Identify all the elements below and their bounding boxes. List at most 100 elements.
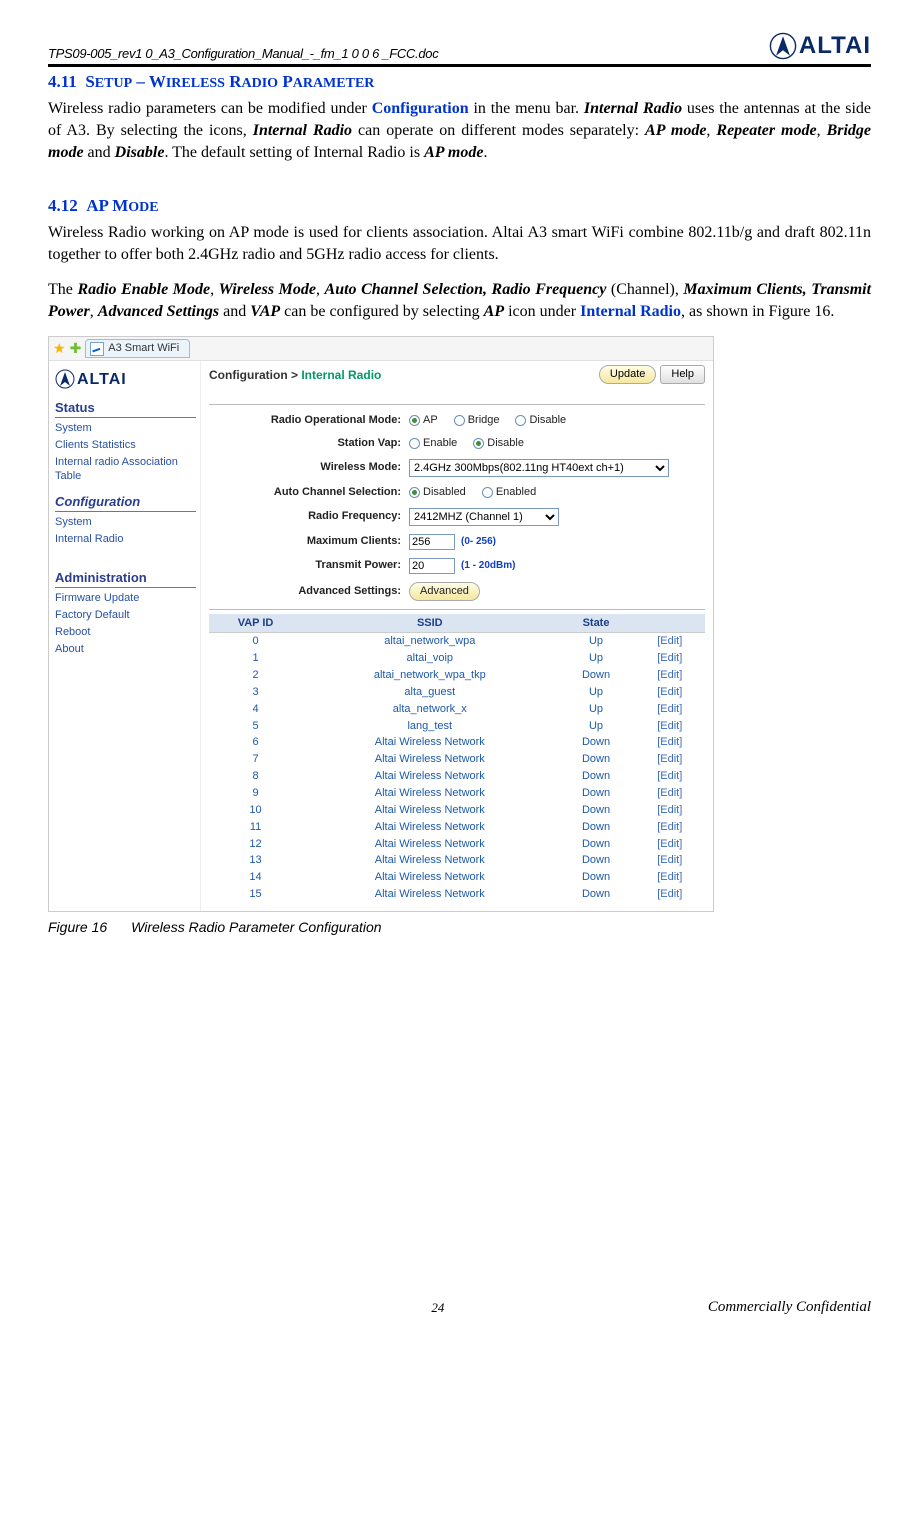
sidebar-item[interactable]: Clients Statistics (55, 437, 196, 454)
breadcrumb: Configuration > Internal Radio (209, 367, 381, 383)
edit-link[interactable]: [Edit] (657, 821, 682, 833)
vap-col-header: State (558, 614, 635, 633)
sidebar-item[interactable]: About (55, 641, 196, 658)
radio-option[interactable] (409, 438, 420, 449)
radio-label: Disabled (423, 485, 466, 500)
table-cell: 2 (209, 667, 302, 684)
table-cell: Up (558, 650, 635, 667)
vap-table: VAP IDSSIDState 0altai_network_wpaUp[Edi… (209, 614, 705, 903)
figure-content: Configuration > Internal Radio Update He… (201, 361, 713, 911)
max-clients-input[interactable] (409, 534, 455, 550)
table-cell: Altai Wireless Network (302, 734, 557, 751)
table-cell: Altai Wireless Network (302, 802, 557, 819)
radio-label: Disable (529, 413, 566, 428)
table-row: 11Altai Wireless NetworkDown [Edit] (209, 819, 705, 836)
edit-link[interactable]: [Edit] (657, 838, 682, 850)
sidebar-config-heading: Configuration (55, 493, 196, 512)
sidebar-item[interactable]: Firmware Update (55, 590, 196, 607)
vap-col-header: SSID (302, 614, 557, 633)
altai-mark-icon (55, 369, 75, 389)
edit-link[interactable]: [Edit] (657, 804, 682, 816)
table-cell: altai_network_wpa_tkp (302, 667, 557, 684)
table-cell: 8 (209, 768, 302, 785)
doc-id: TPS09-005_rev1 0_A3_Configuration_Manual… (48, 45, 438, 63)
radio-option[interactable] (409, 487, 420, 498)
table-row: 1altai_voipUp[Edit] (209, 650, 705, 667)
radio-option[interactable] (473, 438, 484, 449)
table-cell: 14 (209, 869, 302, 886)
radio-option[interactable] (454, 415, 465, 426)
table-row: 10Altai Wireless NetworkDown[Edit] (209, 802, 705, 819)
table-cell: Altai Wireless Network (302, 869, 557, 886)
table-cell: 0 (209, 633, 302, 650)
sidebar-item[interactable]: System (55, 420, 196, 437)
row-max-clients: Maximum Clients: (0- 256) (209, 534, 705, 550)
radio-option[interactable] (515, 415, 526, 426)
add-tab-icon[interactable]: ✚ (70, 339, 82, 358)
table-cell: lang_test (302, 718, 557, 735)
table-cell: 1 (209, 650, 302, 667)
sidebar-item[interactable]: Factory Default (55, 607, 196, 624)
edit-link[interactable]: [Edit] (657, 686, 682, 698)
edit-link[interactable]: [Edit] (657, 720, 682, 732)
max-clients-hint: (0- 256) (461, 535, 496, 549)
altai-mark-icon (769, 32, 797, 60)
tx-power-hint: (1 - 20dBm) (461, 559, 515, 573)
table-cell: Down (558, 768, 635, 785)
favorite-icon[interactable]: ★ (53, 339, 66, 358)
advanced-button[interactable]: Advanced (409, 582, 480, 601)
section-4-12-para1: Wireless Radio working on AP mode is use… (48, 222, 871, 265)
table-cell: Altai Wireless Network (302, 852, 557, 869)
sidebar-item[interactable]: System (55, 514, 196, 531)
table-cell: Altai Wireless Network (302, 819, 557, 836)
row-wireless-mode: Wireless Mode: 2.4GHz 300Mbps(802.11ng H… (209, 459, 705, 477)
table-row: 0altai_network_wpaUp[Edit] (209, 633, 705, 650)
edit-link[interactable]: [Edit] (657, 753, 682, 765)
radio-label: Disable (487, 436, 524, 451)
edit-link[interactable]: [Edit] (657, 736, 682, 748)
edit-link[interactable]: [Edit] (657, 888, 682, 900)
tab-label: A3 Smart WiFi (108, 341, 179, 356)
radio-option[interactable] (482, 487, 493, 498)
logo: ALTAI (769, 30, 871, 62)
logo-text: ALTAI (799, 30, 871, 62)
radio-option[interactable] (409, 415, 420, 426)
table-cell: 11 (209, 819, 302, 836)
row-advanced: Advanced Settings: Advanced (209, 582, 705, 601)
tx-power-input[interactable] (409, 558, 455, 574)
table-row: 4alta_network_xUp[Edit] (209, 701, 705, 718)
table-cell: altai_network_wpa (302, 633, 557, 650)
table-cell: Down (558, 886, 635, 903)
table-cell: Altai Wireless Network (302, 768, 557, 785)
sidebar-admin-heading: Administration (55, 569, 196, 588)
edit-link[interactable]: [Edit] (657, 635, 682, 647)
sidebar-logo: ALTAI (55, 367, 196, 391)
edit-link[interactable]: [Edit] (657, 703, 682, 715)
table-row: 14Altai Wireless NetworkDown[Edit] (209, 869, 705, 886)
row-radio-freq: Radio Frequency: 2412MHZ (Channel 1) (209, 508, 705, 526)
header-rule (48, 64, 871, 67)
update-button[interactable]: Update (599, 365, 656, 384)
radio-label: Bridge (468, 413, 500, 428)
table-cell: Down (558, 819, 635, 836)
table-cell: Down (558, 751, 635, 768)
section-4-11-heading: 4.11 SETUP – WIRELESS RADIO PARAMETER (48, 71, 871, 94)
edit-link[interactable]: [Edit] (657, 652, 682, 664)
edit-link[interactable]: [Edit] (657, 871, 682, 883)
row-auto-channel: Auto Channel Selection: DisabledEnabled (209, 485, 705, 500)
sidebar-item[interactable]: Internal radio Association Table (55, 454, 196, 486)
browser-tab[interactable]: A3 Smart WiFi (85, 339, 190, 358)
help-button[interactable]: Help (660, 365, 705, 384)
row-op-mode: Radio Operational Mode: APBridgeDisable (209, 413, 705, 428)
edit-link[interactable]: [Edit] (657, 669, 682, 681)
sidebar-item[interactable]: Internal Radio (55, 531, 196, 548)
radio-freq-select[interactable]: 2412MHZ (Channel 1) (409, 508, 559, 526)
edit-link[interactable]: [Edit] (657, 787, 682, 799)
edit-link[interactable]: [Edit] (657, 770, 682, 782)
table-cell: 10 (209, 802, 302, 819)
sidebar-item[interactable]: Reboot (55, 624, 196, 641)
edit-link[interactable]: [Edit] (657, 854, 682, 866)
table-cell: 9 (209, 785, 302, 802)
radio-label: Enabled (496, 485, 536, 500)
wireless-mode-select[interactable]: 2.4GHz 300Mbps(802.11ng HT40ext ch+1) (409, 459, 669, 477)
